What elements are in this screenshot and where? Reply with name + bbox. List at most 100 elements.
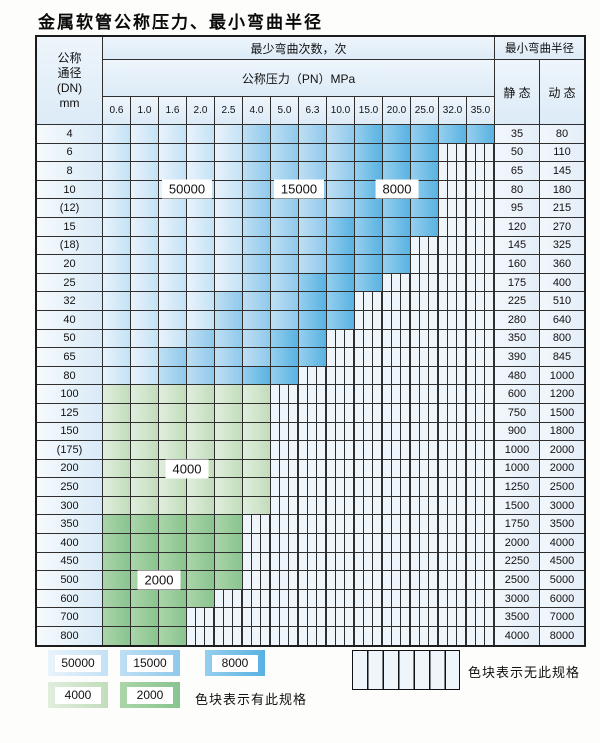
pressure-value-header: 0.6 (103, 97, 130, 124)
no-spec-cell (299, 515, 326, 534)
spec-cell-50000 (131, 199, 158, 217)
no-spec-cell (383, 292, 410, 310)
dn-cell: 125 (37, 403, 102, 422)
spec-cell-15000 (271, 199, 298, 217)
no-spec-cell (327, 627, 354, 645)
spec-cell-50000 (131, 217, 158, 236)
spec-cell-50000 (159, 255, 186, 273)
legend-swatch-label: 50000 (55, 654, 101, 672)
static-radius-cell: 95 (495, 199, 539, 217)
spec-cell-50000 (187, 125, 214, 143)
no-spec-cell (439, 143, 466, 162)
spec-cell-4000 (215, 478, 242, 496)
no-spec-cell (383, 403, 410, 422)
bend-count-label-15000: 15000 (273, 179, 325, 199)
no-spec-cell (467, 534, 494, 552)
spec-cell-50000 (187, 292, 214, 310)
spec-cell-15000 (215, 366, 242, 385)
static-radius-cell: 1000 (495, 459, 539, 478)
spec-cell-4000 (187, 441, 214, 459)
spec-cell-50000 (187, 236, 214, 255)
dn-cell: 20 (37, 255, 102, 273)
spec-cell-50000 (159, 143, 186, 162)
dn-cell: 8 (37, 162, 102, 180)
legend-swatch-label: 15000 (127, 654, 173, 672)
no-spec-cell (271, 627, 298, 645)
spec-cell-15000 (243, 273, 270, 292)
spec-cell-4000 (215, 385, 242, 403)
spec-cell-8000 (327, 236, 354, 255)
spec-cell-4000 (103, 459, 130, 478)
dn-cell: (12) (37, 199, 102, 217)
spec-cell-50000 (131, 348, 158, 366)
no-spec-cell (355, 292, 382, 310)
legend-swatch-4000: 4000 (48, 682, 108, 708)
no-spec-cell (243, 589, 270, 608)
no-spec-cell (467, 515, 494, 534)
spec-cell-15000 (243, 217, 270, 236)
spec-cell-2000 (131, 552, 158, 571)
spec-cell-2000 (159, 534, 186, 552)
spec-cell-50000 (131, 180, 158, 199)
spec-cell-50000 (159, 236, 186, 255)
spec-cell-50000 (131, 125, 158, 143)
no-spec-cell (411, 255, 438, 273)
spec-cell-4000 (215, 496, 242, 515)
no-spec-cell (467, 236, 494, 255)
no-spec-cell (383, 589, 410, 608)
spec-cell-2000 (159, 515, 186, 534)
static-radius-cell: 3500 (495, 608, 539, 627)
no-spec-cell (383, 329, 410, 348)
no-spec-cell (439, 310, 466, 329)
static-radius-cell: 80 (495, 180, 539, 199)
no-spec-cell (467, 459, 494, 478)
no-spec-cell (383, 608, 410, 627)
no-spec-cell (383, 496, 410, 515)
spec-cell-8000 (383, 199, 410, 217)
spec-cell-8000 (439, 125, 466, 143)
no-spec-cell (215, 608, 242, 627)
spec-cell-4000 (187, 496, 214, 515)
pressure-value-header: 10.0 (327, 97, 354, 124)
no-spec-cell (327, 422, 354, 441)
spec-cell-8000 (243, 366, 270, 385)
spec-cell-15000 (215, 348, 242, 366)
dynamic-radius-cell: 80 (540, 125, 584, 143)
dynamic-radius-cell: 180 (540, 180, 584, 199)
spec-cell-2000 (215, 534, 242, 552)
no-spec-cell (383, 459, 410, 478)
no-spec-cell (299, 441, 326, 459)
spec-cell-2000 (215, 552, 242, 571)
legend-swatch-label: 4000 (55, 686, 101, 704)
spec-cell-4000 (131, 385, 158, 403)
spec-cell-8000 (355, 236, 382, 255)
dn-cell: 10 (37, 180, 102, 199)
no-spec-cell (383, 273, 410, 292)
no-spec-cell (327, 552, 354, 571)
no-spec-cell (439, 292, 466, 310)
no-spec-cell (299, 385, 326, 403)
spec-cell-4000 (243, 422, 270, 441)
dynamic-radius-cell: 4500 (540, 552, 584, 571)
no-spec-cell (439, 422, 466, 441)
no-spec-cell (299, 403, 326, 422)
spec-cell-50000 (131, 273, 158, 292)
pressure-value-header: 20.0 (383, 97, 410, 124)
static-radius-cell: 1250 (495, 478, 539, 496)
spec-cell-2000 (103, 534, 130, 552)
no-spec-cell (467, 292, 494, 310)
static-header: 静 态 (495, 60, 539, 124)
spec-cell-2000 (131, 608, 158, 627)
spec-cell-4000 (215, 422, 242, 441)
no-spec-cell (411, 459, 438, 478)
no-spec-cell (271, 441, 298, 459)
no-spec-cell (327, 403, 354, 422)
no-spec-cell (467, 478, 494, 496)
no-spec-cell (467, 496, 494, 515)
dynamic-radius-cell: 6000 (540, 589, 584, 608)
spec-cell-8000 (299, 310, 326, 329)
spec-cell-8000 (383, 125, 410, 143)
spec-cell-50000 (215, 273, 242, 292)
spec-cell-2000 (159, 552, 186, 571)
no-spec-cell (327, 534, 354, 552)
